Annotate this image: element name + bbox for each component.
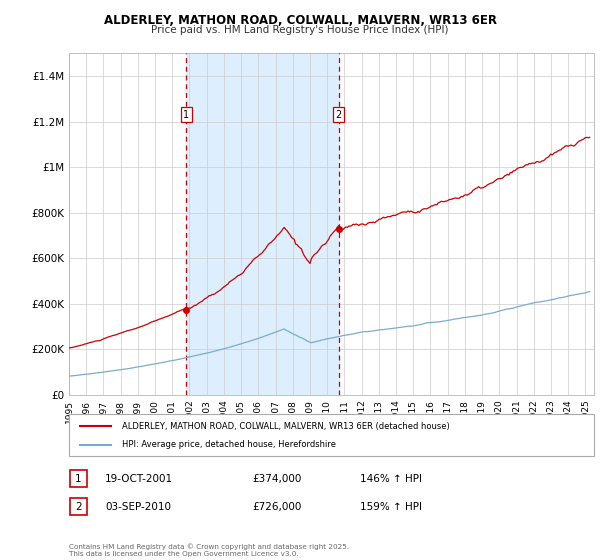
Text: 2: 2 [75,502,82,512]
Text: 1: 1 [183,110,189,120]
FancyBboxPatch shape [70,470,87,487]
Text: £726,000: £726,000 [252,502,301,512]
Text: 2: 2 [335,110,342,120]
Text: £374,000: £374,000 [252,474,301,484]
Text: 1: 1 [75,474,82,484]
Text: ALDERLEY, MATHON ROAD, COLWALL, MALVERN, WR13 6ER (detached house): ALDERLEY, MATHON ROAD, COLWALL, MALVERN,… [121,422,449,431]
FancyBboxPatch shape [70,498,87,515]
Text: Price paid vs. HM Land Registry's House Price Index (HPI): Price paid vs. HM Land Registry's House … [151,25,449,35]
FancyBboxPatch shape [69,414,594,456]
Text: 03-SEP-2010: 03-SEP-2010 [105,502,171,512]
Text: 19-OCT-2001: 19-OCT-2001 [105,474,173,484]
Text: HPI: Average price, detached house, Herefordshire: HPI: Average price, detached house, Here… [121,440,335,449]
Text: ALDERLEY, MATHON ROAD, COLWALL, MALVERN, WR13 6ER: ALDERLEY, MATHON ROAD, COLWALL, MALVERN,… [104,14,497,27]
Bar [186,53,339,395]
Text: Contains HM Land Registry data © Crown copyright and database right 2025.
This d: Contains HM Land Registry data © Crown c… [69,544,349,557]
Text: 146% ↑ HPI: 146% ↑ HPI [360,474,422,484]
Text: 159% ↑ HPI: 159% ↑ HPI [360,502,422,512]
